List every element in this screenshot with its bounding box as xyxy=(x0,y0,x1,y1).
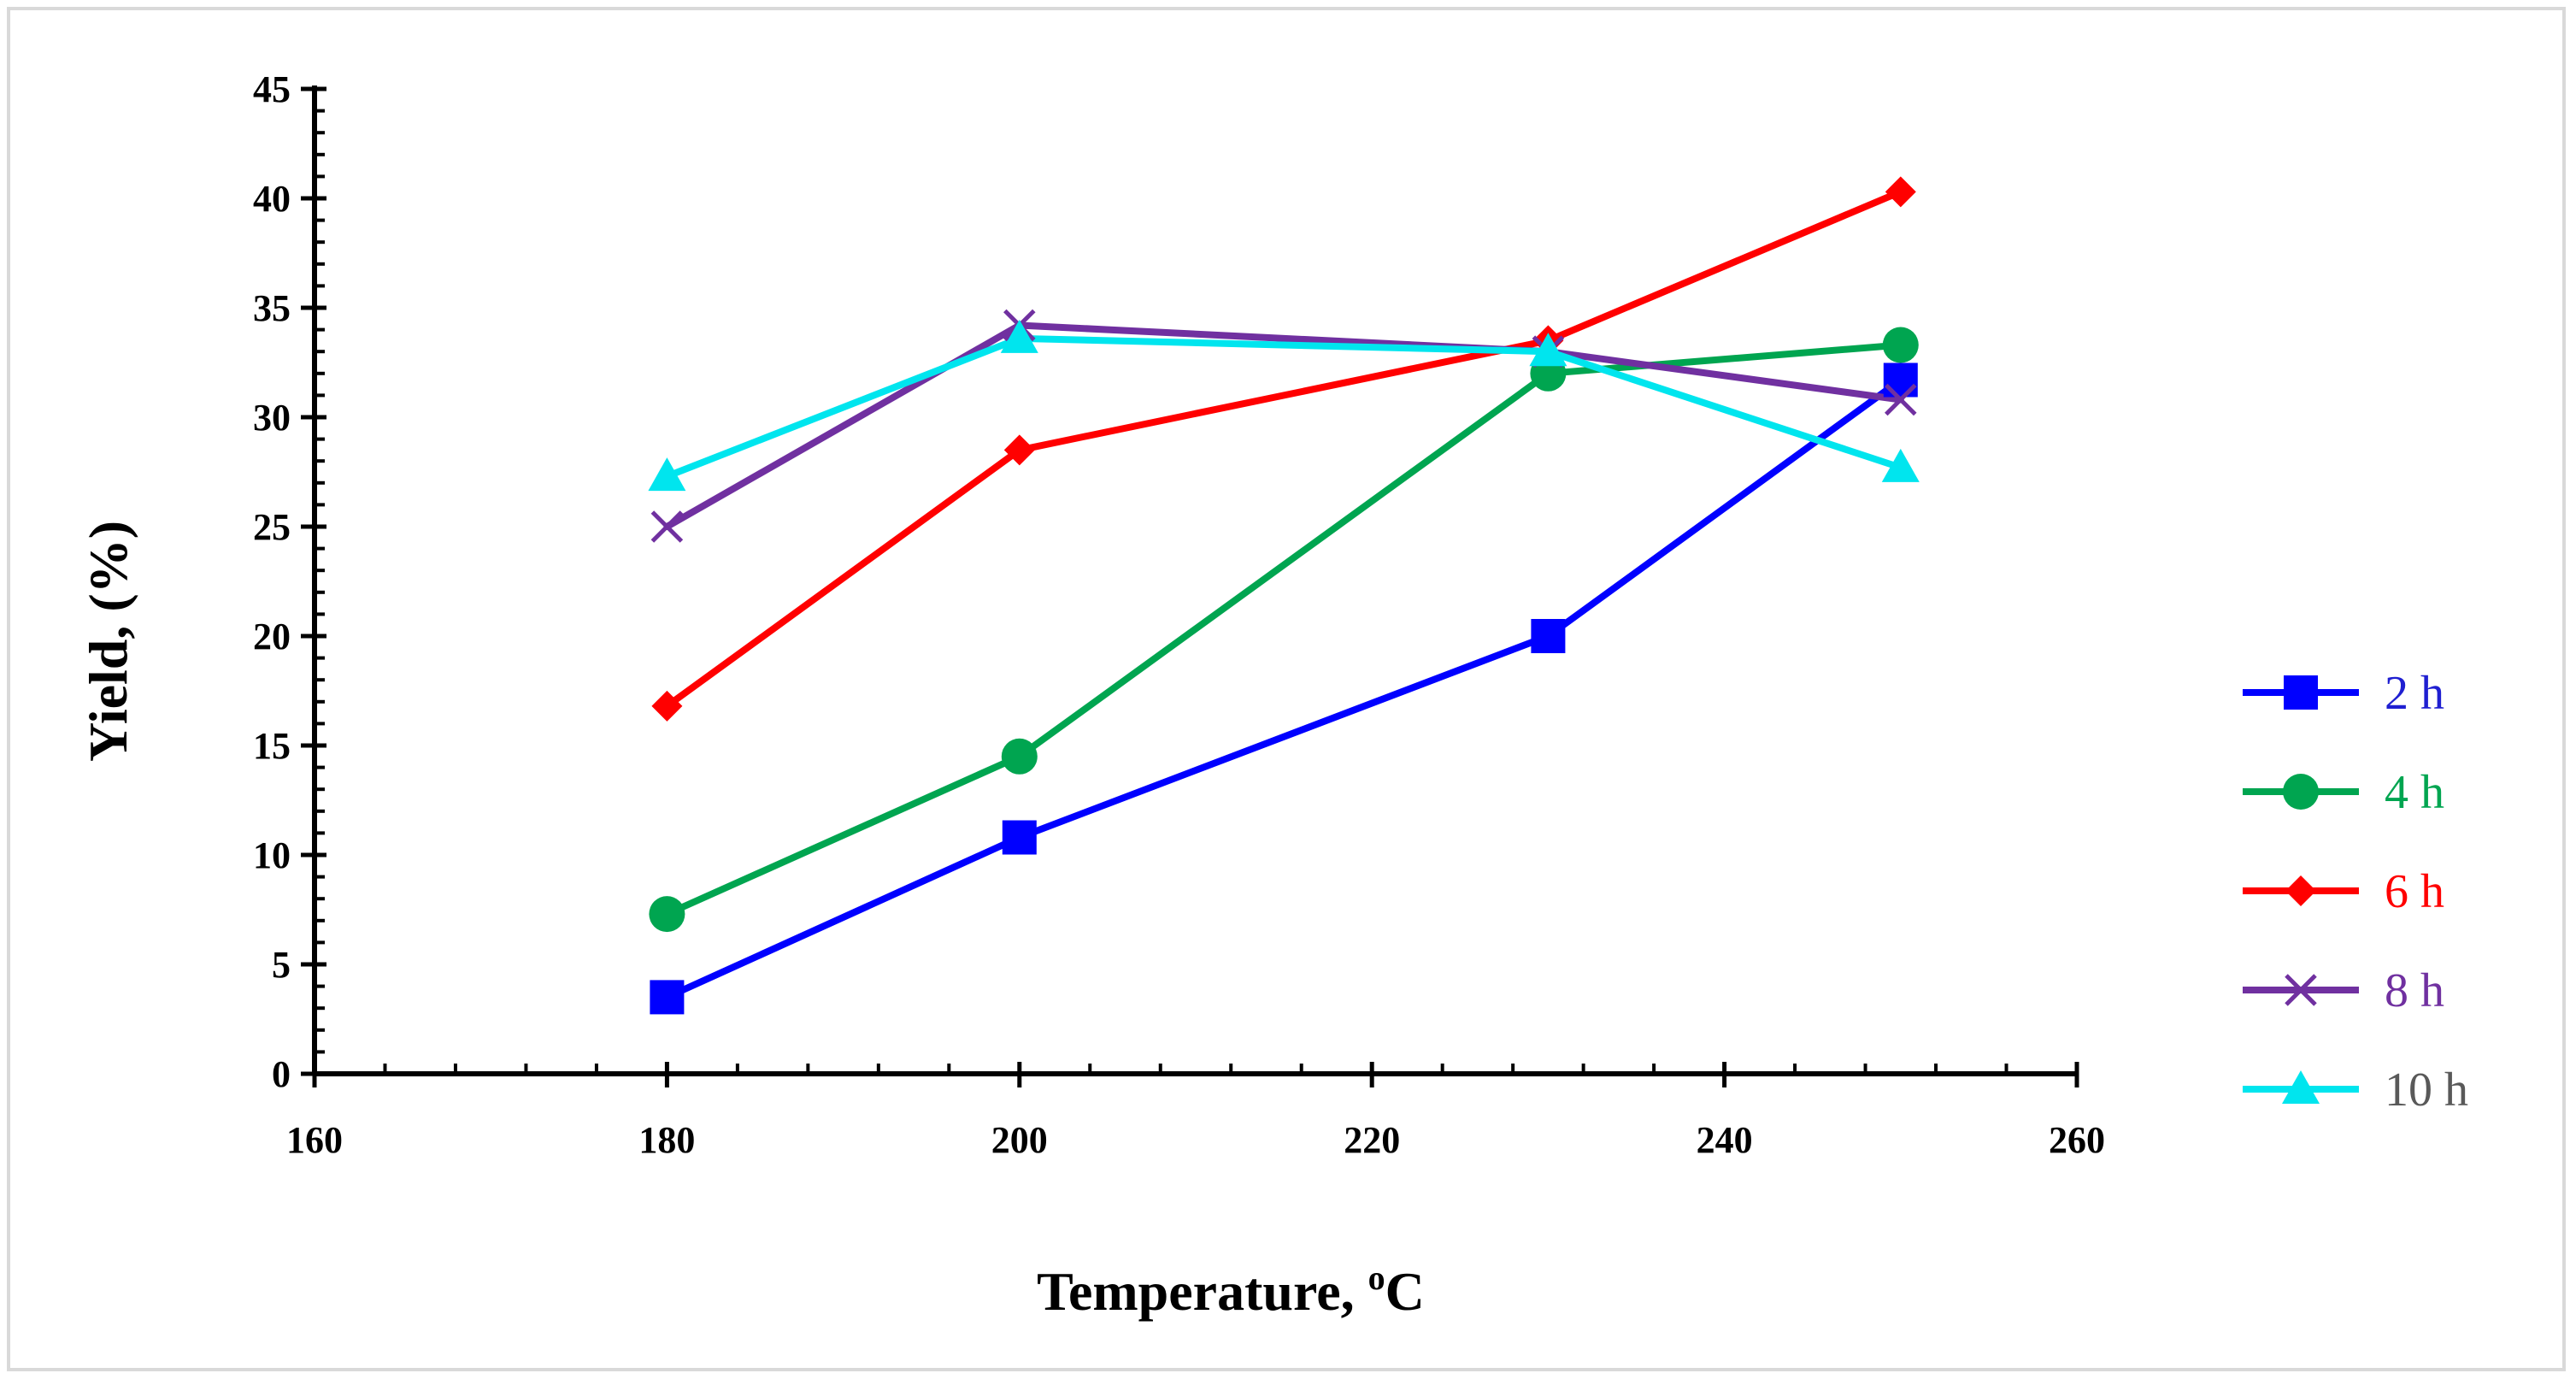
y-tick-label: 5 xyxy=(272,944,291,986)
y-tick-label: 30 xyxy=(253,397,291,439)
x-tick-label: 200 xyxy=(991,1119,1048,1161)
legend-8h-marker xyxy=(2285,974,2317,1006)
x-axis-title: Temperature, oC xyxy=(1037,1258,1425,1322)
series-10h-point xyxy=(1529,333,1567,367)
x-tick-label: 220 xyxy=(1344,1119,1400,1161)
x-tick-label: 260 xyxy=(2049,1119,2105,1161)
legend: 2 h 4 h 6 h 8 h 10 h xyxy=(2243,667,2468,1117)
y-tick-label: 0 xyxy=(272,1053,291,1095)
series-6h-point xyxy=(651,690,683,722)
series-2h-line xyxy=(663,376,1904,1001)
series-6h-point xyxy=(1885,176,1916,208)
x-tick-label: 180 xyxy=(638,1119,695,1161)
series-10h-line xyxy=(663,334,1904,480)
series-2h-point xyxy=(1531,619,1566,653)
series-4h-point xyxy=(1882,327,1919,363)
chart-frame xyxy=(7,7,2566,1371)
y-tick-label: 20 xyxy=(253,616,291,657)
y-tick-label: 10 xyxy=(253,834,291,876)
y-tick-label: 35 xyxy=(253,287,291,329)
y-tick-label: 15 xyxy=(253,725,291,767)
legend-2h-label: 2 h xyxy=(2385,667,2444,720)
series-6h-line xyxy=(663,188,1904,710)
legend-8h-label: 8 h xyxy=(2385,964,2444,1017)
series-2h-point xyxy=(1002,820,1037,855)
x-axis-title-degree: o xyxy=(1368,1258,1385,1297)
y-tick-label: 45 xyxy=(253,68,291,110)
y-axis-title: Yield, (%) xyxy=(78,521,138,762)
series-10h-point xyxy=(1000,319,1038,353)
x-tick-label: 160 xyxy=(286,1119,343,1161)
tick-labels: 0 5 10 15 20 25 30 35 40 45 160 180 200 220 240 260 xyxy=(253,68,2105,1161)
legend-8h-marker-stroke-b xyxy=(2285,974,2317,1006)
series-8h-point xyxy=(650,510,684,543)
series-markers xyxy=(648,176,1920,1015)
legend-6h-label: 6 h xyxy=(2385,865,2444,918)
series-2h-point xyxy=(1883,362,1918,398)
y-tick-label: 25 xyxy=(253,506,291,548)
series-10h-point xyxy=(1881,448,1920,482)
series-4h-point xyxy=(1001,738,1038,775)
y-tick-label: 40 xyxy=(253,178,291,220)
series-4h-point xyxy=(649,896,685,933)
legend-6h-marker xyxy=(2285,875,2316,906)
series-2h-point xyxy=(650,980,685,1015)
x-axis-title-text: Temperature, xyxy=(1037,1261,1368,1322)
series-8h-point-stroke-b xyxy=(1885,383,1917,416)
axes xyxy=(301,85,2079,1087)
x-tick-label: 240 xyxy=(1697,1119,1753,1161)
series-lines xyxy=(663,188,1904,1001)
series-8h-point-stroke-b xyxy=(650,510,684,543)
series-8h-line xyxy=(663,321,1904,530)
legend-2h-marker xyxy=(2284,675,2318,710)
legend-4h-label: 4 h xyxy=(2385,766,2444,819)
x-axis-title-unit: C xyxy=(1385,1261,1425,1322)
legend-10h-label: 10 h xyxy=(2385,1064,2468,1117)
series-4h-line xyxy=(663,341,1904,918)
legend-4h-marker xyxy=(2283,774,2319,810)
series-8h-point xyxy=(1885,383,1917,416)
series-10h-point xyxy=(648,457,686,492)
legend-10h-marker xyxy=(2282,1070,2320,1104)
series-6h-point xyxy=(1003,434,1035,466)
